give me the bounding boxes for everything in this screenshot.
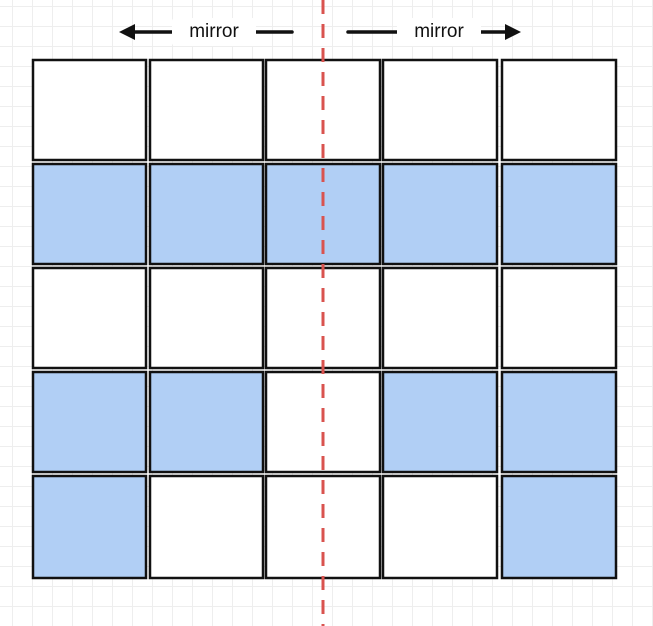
grid-cell-r2-c1-filled [31,162,148,266]
grid-cell-r3-c1-empty [31,266,148,370]
grid-cell-r4-c4-filled [381,370,499,474]
grid-cell-r2-c4-filled [381,162,499,266]
grid-cell-r3-c5-empty [500,266,618,370]
mirror-label-left: mirror [172,18,256,46]
grid-cell-r5-c1-filled [31,474,148,580]
grid-cell-r1-c2-empty [148,58,265,162]
mirror-label-right: mirror [397,18,481,46]
grid-cell-r1-c1-empty [31,58,148,162]
grid-cells [31,58,618,580]
grid-cell-r1-c5-empty [500,58,618,162]
grid-cell-r2-c5-filled [500,162,618,266]
grid-cell-r3-c2-empty [148,266,265,370]
grid-cell-r4-c1-filled [31,370,148,474]
grid-cell-r1-c4-empty [381,58,499,162]
grid-cell-r5-c5-filled [500,474,618,580]
grid-cell-r4-c5-filled [500,370,618,474]
grid-cell-r2-c2-filled [148,162,265,266]
grid-cell-r4-c2-filled [148,370,265,474]
grid-cell-r5-c4-empty [381,474,499,580]
grid-cell-r5-c2-empty [148,474,265,580]
grid-cell-r3-c4-empty [381,266,499,370]
right-arrowhead-icon [505,24,521,40]
left-arrowhead-icon [119,24,135,40]
